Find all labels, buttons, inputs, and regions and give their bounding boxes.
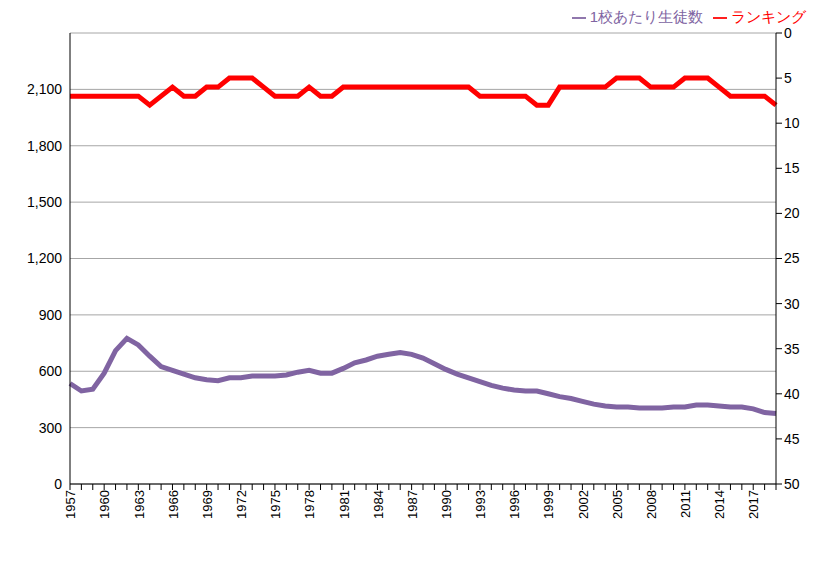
svg-text:2002: 2002 bbox=[576, 490, 591, 519]
svg-text:600: 600 bbox=[39, 363, 63, 379]
svg-text:45: 45 bbox=[784, 431, 800, 447]
svg-text:2017: 2017 bbox=[746, 490, 761, 519]
svg-text:15: 15 bbox=[784, 160, 800, 176]
svg-text:1981: 1981 bbox=[337, 490, 352, 519]
svg-text:2,100: 2,100 bbox=[27, 81, 62, 97]
svg-text:2005: 2005 bbox=[610, 490, 625, 519]
svg-text:300: 300 bbox=[39, 420, 63, 436]
svg-text:50: 50 bbox=[784, 476, 800, 492]
svg-text:30: 30 bbox=[784, 296, 800, 312]
svg-text:1,500: 1,500 bbox=[27, 194, 62, 210]
svg-text:10: 10 bbox=[784, 115, 800, 131]
svg-text:35: 35 bbox=[784, 341, 800, 357]
svg-text:0: 0 bbox=[54, 476, 62, 492]
svg-text:40: 40 bbox=[784, 386, 800, 402]
svg-text:25: 25 bbox=[784, 250, 800, 266]
svg-text:0: 0 bbox=[784, 25, 792, 41]
svg-text:1978: 1978 bbox=[302, 490, 317, 519]
svg-text:1960: 1960 bbox=[97, 490, 112, 519]
svg-text:1975: 1975 bbox=[268, 490, 283, 519]
svg-text:5: 5 bbox=[784, 70, 792, 86]
svg-text:1957: 1957 bbox=[63, 490, 78, 519]
svg-text:2008: 2008 bbox=[644, 490, 659, 519]
svg-text:2011: 2011 bbox=[678, 490, 693, 518]
svg-text:2014: 2014 bbox=[712, 490, 727, 519]
svg-text:1963: 1963 bbox=[132, 490, 147, 519]
svg-text:1984: 1984 bbox=[371, 490, 386, 519]
svg-text:1966: 1966 bbox=[166, 490, 181, 519]
svg-text:1990: 1990 bbox=[439, 490, 454, 519]
html-text:ランキング: ランキング bbox=[731, 8, 806, 25]
html-text:1校あたり生徒数: 1校あたり生徒数 bbox=[589, 8, 703, 25]
svg-text:1996: 1996 bbox=[507, 490, 522, 519]
svg-text:20: 20 bbox=[784, 205, 800, 221]
svg-text:1972: 1972 bbox=[234, 490, 249, 519]
svg-text:1987: 1987 bbox=[405, 490, 420, 519]
svg-text:1993: 1993 bbox=[473, 490, 488, 519]
svg-text:900: 900 bbox=[39, 307, 63, 323]
svg-text:1969: 1969 bbox=[200, 490, 215, 519]
svg-text:1999: 1999 bbox=[541, 490, 556, 519]
svg-text:1,800: 1,800 bbox=[27, 138, 62, 154]
svg-text:1,200: 1,200 bbox=[27, 250, 62, 266]
